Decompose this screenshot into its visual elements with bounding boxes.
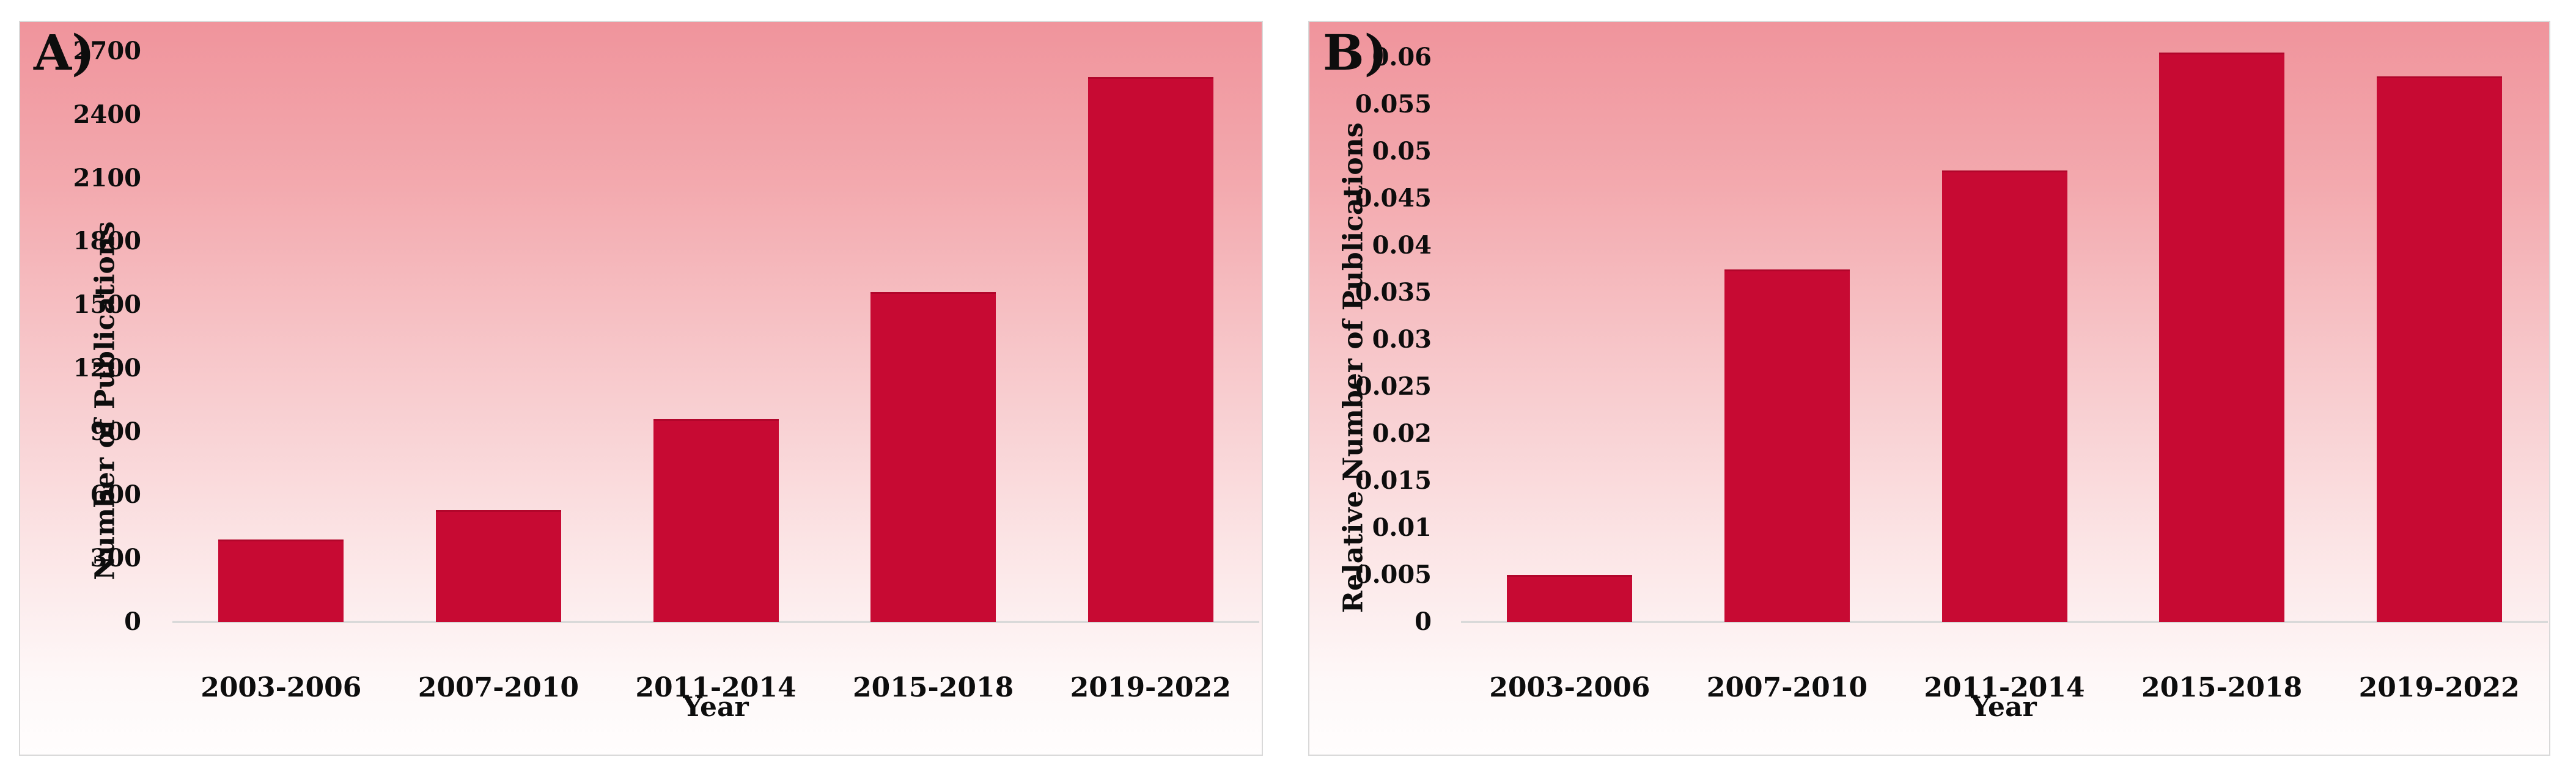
panel-a-x-axis-line — [172, 621, 1259, 623]
y-tick-label: 0.015 — [1355, 466, 1432, 495]
y-tick-label: 600 — [90, 480, 142, 510]
y-tick-label: 0.04 — [1372, 231, 1432, 260]
y-tick-label: 0.03 — [1372, 325, 1432, 354]
bar-2011-2014 — [653, 419, 779, 622]
y-tick-label: 0.045 — [1355, 184, 1432, 213]
y-tick-label: 0.055 — [1355, 90, 1432, 119]
y-tick-label: 1500 — [73, 290, 141, 320]
bar-2011-2014 — [1941, 170, 2067, 622]
chart-panel-b: B) Relative Number of Publications 0 0.00… — [1308, 21, 2550, 756]
y-tick-label: 1800 — [73, 227, 141, 256]
y-tick-label: 1200 — [73, 353, 141, 382]
x-tick-label: 2015-2018 — [853, 672, 1014, 703]
x-tick-label: 2011-2014 — [1924, 672, 2085, 703]
x-tick-label: 2011-2014 — [635, 672, 797, 703]
panel-a-y-axis-title: Number of Publications — [89, 221, 121, 580]
panel-b-label: B) — [1323, 24, 1388, 81]
x-tick-label: 2003-2006 — [201, 672, 362, 703]
bar-2019-2022 — [2376, 76, 2502, 622]
bar-2007-2010 — [435, 510, 561, 622]
y-tick-label: 2100 — [73, 163, 141, 192]
y-tick-label: 300 — [90, 544, 142, 573]
bar-2003-2006 — [1507, 575, 1633, 622]
chart-panel-a: A) Number of Publications 0 300 600 900 1200… — [19, 21, 1263, 756]
x-tick-label: 2015-2018 — [2141, 672, 2303, 703]
panel-a-x-axis-title: Year — [683, 692, 749, 723]
bar-2003-2006 — [218, 539, 344, 622]
bar-2015-2018 — [870, 292, 996, 622]
panel-b-x-axis-title: Year — [1971, 692, 2037, 723]
y-tick-label: 2400 — [73, 100, 141, 129]
x-tick-label: 2003-2006 — [1489, 672, 1650, 703]
panel-b-x-axis-line — [1461, 621, 2548, 623]
y-tick-label: 0.05 — [1372, 137, 1432, 166]
y-tick-label: 0 — [1415, 607, 1432, 636]
y-tick-label: 900 — [90, 417, 142, 446]
x-tick-label: 2019-2022 — [2358, 672, 2520, 703]
bar-2015-2018 — [2159, 53, 2285, 622]
y-tick-label: 0 — [124, 607, 141, 636]
x-tick-label: 2019-2022 — [1070, 672, 1231, 703]
x-tick-label: 2007-2010 — [418, 672, 579, 703]
y-tick-label: 2700 — [73, 37, 141, 65]
y-tick-label: 0.06 — [1372, 43, 1432, 71]
y-tick-label: 0.035 — [1355, 278, 1432, 307]
bar-2007-2010 — [1724, 269, 1850, 622]
x-tick-label: 2007-2010 — [1706, 672, 1868, 703]
bar-2019-2022 — [1087, 76, 1213, 622]
y-tick-label: 0.02 — [1372, 419, 1432, 448]
y-tick-label: 0.025 — [1355, 372, 1432, 401]
y-tick-label: 0.005 — [1355, 560, 1432, 589]
panel-a-label: A) — [34, 24, 95, 81]
y-tick-label: 0.01 — [1372, 513, 1432, 542]
